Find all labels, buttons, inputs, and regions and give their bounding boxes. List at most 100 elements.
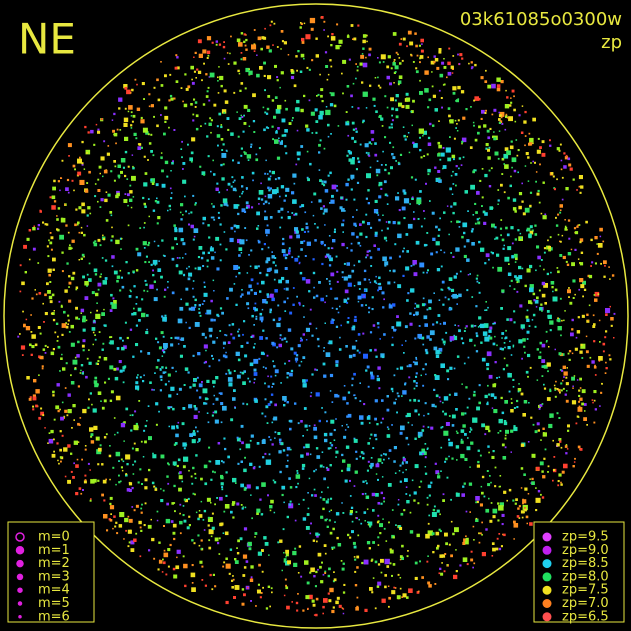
- star: [245, 34, 247, 36]
- star: [250, 494, 252, 496]
- star: [501, 123, 504, 125]
- star: [228, 382, 233, 387]
- star: [57, 228, 60, 232]
- star: [415, 358, 418, 361]
- star: [360, 421, 364, 425]
- star: [493, 383, 497, 386]
- star: [402, 105, 405, 108]
- star: [346, 85, 350, 88]
- star: [418, 435, 421, 438]
- star: [254, 532, 258, 535]
- star: [446, 564, 449, 566]
- star: [135, 247, 139, 251]
- star: [68, 286, 70, 288]
- star: [246, 484, 251, 489]
- star: [438, 120, 440, 122]
- star: [292, 173, 297, 178]
- star: [536, 296, 539, 300]
- star: [281, 140, 283, 143]
- star: [307, 178, 310, 182]
- star: [321, 407, 323, 409]
- star: [279, 539, 283, 543]
- star: [220, 84, 223, 88]
- star: [59, 456, 62, 459]
- star: [274, 64, 277, 68]
- star: [180, 87, 183, 89]
- star: [533, 299, 536, 302]
- star: [270, 499, 274, 504]
- star: [375, 168, 381, 174]
- star: [542, 215, 547, 220]
- star: [347, 391, 351, 394]
- star: [205, 402, 208, 405]
- star: [347, 134, 350, 137]
- star: [484, 309, 486, 311]
- star: [19, 333, 21, 335]
- star: [193, 414, 198, 419]
- star: [164, 106, 168, 110]
- star: [504, 400, 508, 404]
- star: [223, 510, 226, 513]
- star: [120, 276, 123, 279]
- star: [109, 502, 112, 505]
- star: [263, 74, 266, 77]
- star: [462, 541, 466, 545]
- star: [527, 353, 531, 358]
- star: [269, 216, 273, 219]
- star: [500, 545, 503, 548]
- star: [602, 342, 606, 346]
- star: [252, 120, 256, 123]
- star: [335, 325, 339, 328]
- star: [412, 361, 415, 363]
- star: [224, 447, 227, 451]
- star: [417, 333, 422, 339]
- star: [487, 148, 490, 152]
- star: [200, 125, 202, 127]
- star: [213, 103, 217, 107]
- star: [28, 229, 32, 232]
- star: [563, 371, 568, 376]
- star: [465, 510, 468, 513]
- star: [323, 598, 328, 603]
- star: [170, 520, 174, 523]
- star: [514, 238, 517, 241]
- star: [377, 84, 380, 87]
- star: [315, 468, 317, 471]
- star: [22, 310, 24, 313]
- star: [194, 477, 197, 479]
- star: [367, 460, 370, 463]
- star: [203, 402, 206, 405]
- star: [162, 371, 166, 374]
- star: [124, 193, 127, 195]
- star: [109, 505, 115, 510]
- star: [593, 390, 597, 394]
- star: [498, 130, 501, 132]
- star: [540, 303, 543, 306]
- star: [156, 519, 159, 522]
- star: [314, 368, 317, 371]
- star: [32, 394, 36, 398]
- star: [333, 571, 335, 573]
- star: [441, 280, 445, 284]
- star: [110, 302, 113, 305]
- star: [492, 450, 495, 453]
- star: [561, 176, 564, 179]
- star: [404, 138, 407, 141]
- star: [116, 128, 119, 131]
- star: [138, 520, 142, 525]
- star: [458, 63, 461, 65]
- star: [391, 153, 394, 156]
- star: [554, 387, 557, 390]
- star: [442, 303, 445, 306]
- star: [384, 574, 387, 577]
- star: [481, 196, 484, 199]
- star: [80, 369, 82, 372]
- star: [218, 43, 222, 46]
- star: [154, 372, 156, 374]
- star: [578, 175, 583, 180]
- star: [178, 270, 183, 275]
- star: [233, 283, 236, 285]
- star: [227, 455, 230, 459]
- star: [129, 289, 132, 292]
- star: [426, 503, 429, 506]
